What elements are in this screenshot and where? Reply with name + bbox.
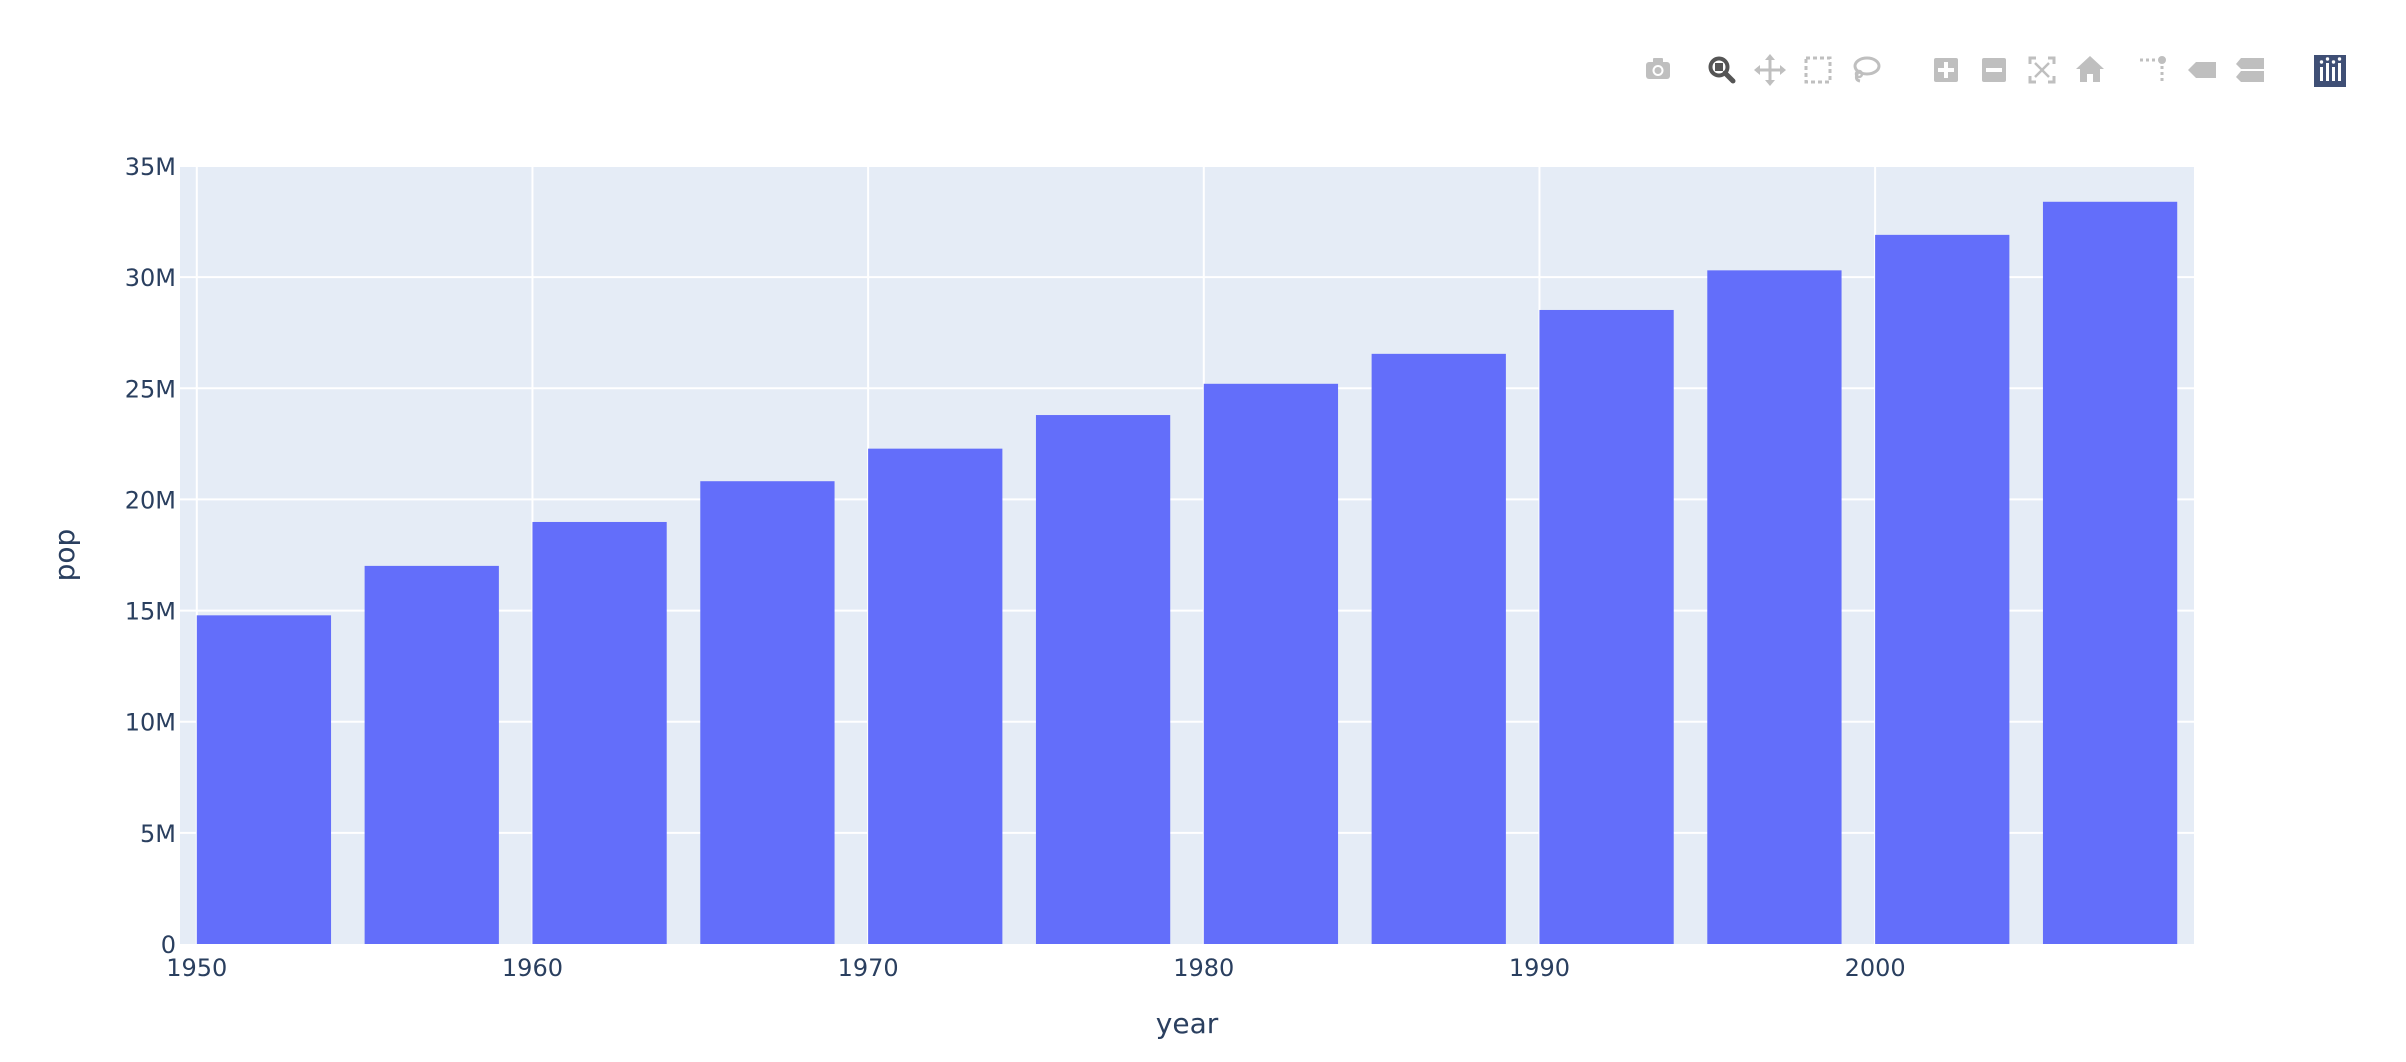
bar[interactable] [700,481,835,944]
plot-area [180,166,2194,944]
zoom-out-button[interactable] [1976,50,2012,90]
pan-icon [1754,54,1786,86]
box-select-button[interactable] [1800,50,1836,90]
autoscale-icon [2028,56,2056,84]
plotly-logo-icon [2314,55,2346,87]
bars [196,201,2178,945]
y-tick-label: 0 [161,931,176,959]
bar[interactable] [364,565,499,944]
modebar-toolbar [1640,50,2346,90]
bar[interactable] [1539,309,1674,945]
lasso-select-button[interactable] [1848,50,1884,90]
bar[interactable] [196,615,332,944]
zoom-button[interactable] [1704,50,1740,90]
zoom-out-icon [1982,58,2006,82]
lasso-select-icon [1853,56,1881,83]
zoom-icon [1708,56,1736,84]
hover-compare-icon [2236,58,2264,82]
x-tick-label: 2000 [1845,954,1906,982]
reset-axes-button[interactable] [2072,50,2108,90]
y-tick-label: 30M [125,264,176,292]
y-tick-label: 35M [125,153,176,181]
hover-closest-icon [2188,62,2216,78]
y-tick-label: 15M [125,598,176,626]
x-axis-title: year [1156,1007,1219,1040]
bar[interactable] [2042,201,2178,945]
bar[interactable] [1203,383,1339,945]
x-tick-label: 1950 [166,954,227,982]
y-tick-label: 5M [140,820,176,848]
spike-lines-icon [2140,56,2166,84]
plotly-logo-button[interactable] [2312,50,2348,90]
bar[interactable] [868,448,1003,944]
autoscale-button[interactable] [2024,50,2060,90]
y-gridlines [180,165,2194,834]
y-tick-label: 10M [125,709,176,737]
hover-compare-button[interactable] [2232,50,2268,90]
bar[interactable] [1035,415,1171,944]
zoom-in-button[interactable] [1928,50,1964,90]
x-tick-labels: 1950 1960 1970 1980 1990 2000 [166,954,1905,982]
y-tick-labels: 0 5M 10M 15M 20M 25M 30M 35M [125,153,176,959]
camera-icon [1646,58,1670,79]
reset-axes-icon [2076,56,2104,82]
x-tick-label: 1960 [502,954,563,982]
pan-button[interactable] [1752,50,1788,90]
spike-lines-button[interactable] [2136,50,2172,90]
x-tick-label: 1990 [1509,954,1570,982]
camera-button[interactable] [1640,50,1676,90]
y-tick-label: 25M [125,375,176,403]
x-tick-label: 1970 [838,954,899,982]
zoom-in-icon [1934,58,1958,82]
y-axis-title: pop [48,529,81,582]
bar[interactable] [1371,353,1506,944]
hover-closest-button[interactable] [2184,50,2220,90]
x-tick-label: 1980 [1173,954,1234,982]
bar[interactable] [1707,270,1842,945]
bar[interactable] [532,521,667,944]
box-select-icon [1804,56,1832,84]
y-tick-label: 20M [125,486,176,514]
bar[interactable] [1875,234,2010,944]
